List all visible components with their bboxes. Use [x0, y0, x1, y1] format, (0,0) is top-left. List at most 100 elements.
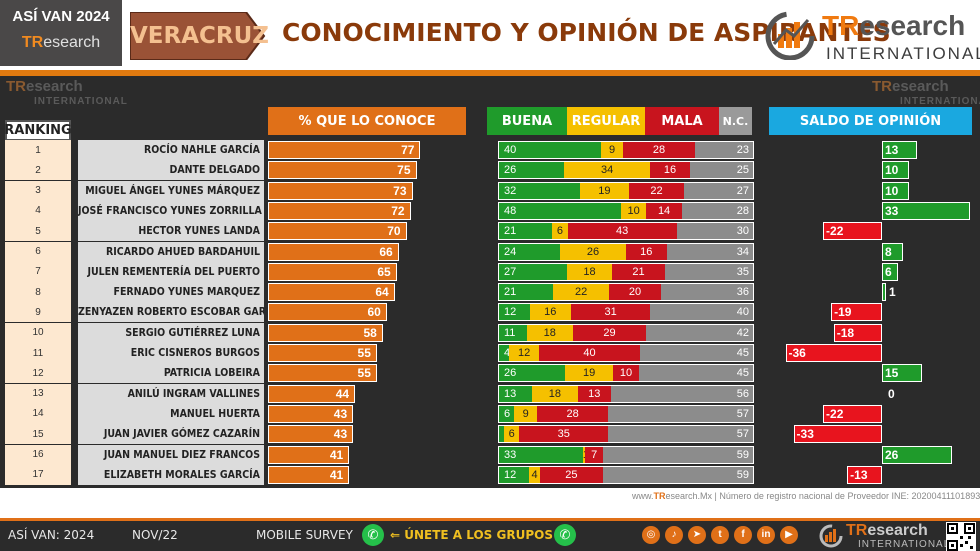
logo-name-tr: TR [822, 10, 860, 41]
opinion-stacked-bar: 24 26 16 34 [498, 242, 754, 261]
opinion-nc-segment-value: 35 [736, 265, 749, 278]
candidate-name: FERNADO YUNES MARQUEZ [78, 282, 264, 303]
table-row: 12 PATRICIA LOBEIRA 55 26 19 10 45 15 [0, 363, 980, 384]
telegram-icon[interactable]: ➤ [688, 526, 706, 544]
watermark-right-tr: TR [872, 78, 892, 95]
know-bar-track: 64 [268, 283, 466, 302]
whatsapp-icon[interactable]: ✆ [362, 524, 384, 546]
tiktok-icon[interactable]: ♪ [665, 526, 683, 544]
opinion-nc-segment: 28 [681, 202, 753, 219]
know-value: 43 [333, 406, 348, 421]
opinion-regular-segment: 1 [582, 446, 586, 463]
know-value: 75 [397, 163, 411, 178]
tresearch-logo: TResearch INTERNATIONAL [764, 6, 980, 66]
table-row: 10 SERGIO GUTIÉRREZ LUNA 58 11 18 29 42 -18 [0, 322, 980, 343]
opinion-good-segment-value: 12 [504, 468, 517, 481]
know-bar-track: 44 [268, 384, 466, 403]
state-tag: VERACRUZ [130, 12, 269, 60]
table-row: 7 JULEN REMENTERÍA DEL PUERTO 65 27 18 21 35 6 [0, 261, 980, 282]
ranking-table: 1 ROCÍO NAHLE GARCÍA 77 40 9 28 23 13 2 DANTE DEL… [0, 76, 980, 488]
opinion-bad-segment-value: 25 [565, 468, 578, 481]
opinion-nc-segment: 35 [664, 263, 753, 280]
opinion-regular-segment-value: 1 [583, 447, 586, 463]
saldo-value: -13 [850, 467, 868, 482]
facebook-icon[interactable]: f [734, 526, 752, 544]
rank-cell: 11 [5, 343, 71, 363]
footer: ASÍ VAN: 2024 NOV/22 MOBILE SURVEY ✆ ⇐ Ú… [0, 518, 980, 551]
edition-badge-brand: TResearch [0, 34, 122, 52]
header-regular: REGULAR [567, 107, 645, 135]
opinion-regular-segment-value: 34 [601, 164, 614, 177]
linkedin-icon[interactable]: in [757, 526, 775, 544]
opinion-good-segment: 32 [499, 182, 581, 199]
candidate-name: DANTE DELGADO [78, 160, 264, 181]
opinion-bad-segment-value: 31 [604, 306, 617, 319]
candidate-name: HECTOR YUNES LANDA [78, 221, 264, 242]
opinion-bad-segment-value: 7 [591, 448, 598, 461]
watermark-right: TResearch [872, 78, 949, 95]
rank-cell: 16 [5, 444, 71, 465]
footer-survey-type: MOBILE SURVEY [256, 528, 353, 542]
candidate-name: ERIC CISNEROS BURGOS [78, 343, 264, 363]
logo-name-rest: esearch [859, 10, 966, 41]
watermark-left-rest: esearch [26, 78, 83, 95]
saldo-value: 0 [888, 386, 895, 401]
opinion-regular-segment: 19 [580, 182, 629, 199]
opinion-regular-segment-value: 6 [556, 225, 563, 238]
candidate-name: JUAN JAVIER GÓMEZ CAZARÍN [78, 424, 264, 445]
candidate-name: JULEN REMENTERÍA DEL PUERTO [78, 261, 264, 282]
know-bar: 58 [268, 323, 383, 342]
candidate-name: SERGIO GUTIÉRREZ LUNA [78, 322, 264, 343]
saldo-negative-bar: -18 [833, 323, 882, 342]
saldo-value: -22 [826, 224, 844, 239]
know-value: 66 [379, 244, 393, 259]
table-row: 8 FERNADO YUNES MARQUEZ 64 21 22 20 36 1 [0, 282, 980, 303]
know-bar-track: 73 [268, 181, 466, 200]
watermark-left-tr: TR [6, 78, 26, 95]
table-row: 13 ANILÚ INGRAM VALLINES 44 13 18 13 56 0 [0, 383, 980, 404]
opinion-bad-segment-value: 28 [652, 144, 666, 156]
opinion-good-segment: 12 [499, 466, 530, 483]
opinion-good-segment: 24 [499, 243, 560, 260]
footer-logo-tr: TR [846, 522, 868, 539]
know-value: 73 [393, 183, 407, 198]
saldo-negative-bar: -36 [785, 344, 882, 362]
opinion-regular-segment-value: 18 [543, 326, 556, 339]
opinion-good-segment: 48 [499, 202, 621, 219]
opinion-good-segment-value: 21 [504, 225, 517, 238]
opinion-nc-segment-value: 57 [736, 428, 749, 441]
know-bar: 43 [268, 425, 354, 444]
opinion-good-segment-value: 26 [504, 367, 517, 380]
opinion-regular-segment-value: 18 [583, 265, 596, 278]
whatsapp-icon[interactable]: ✆ [554, 524, 576, 546]
youtube-icon[interactable]: ▶ [780, 526, 798, 544]
table-row: 4 JOSÉ FRANCISCO YUNES ZORRILLA 72 48 10 14 28… [0, 200, 980, 221]
qr-code[interactable] [946, 522, 976, 551]
saldo-positive-bar: 15 [882, 364, 923, 383]
saldo-value: 8 [885, 244, 892, 259]
opinion-nc-segment: 23 [694, 142, 753, 158]
footer-date: NOV/22 [132, 528, 178, 542]
rank-cell: 14 [5, 403, 71, 424]
join-groups-link[interactable]: ⇐ ÚNETE A LOS GRUPOS ⇒ [390, 528, 568, 542]
header-know: % QUE LO CONOCE [268, 107, 466, 135]
opinion-good-segment: 21 [499, 223, 553, 240]
know-bar-track: 75 [268, 161, 466, 180]
twitter-icon[interactable]: t [711, 526, 729, 544]
opinion-good-segment: 33 [499, 446, 583, 463]
opinion-nc-segment-value: 45 [736, 347, 749, 359]
know-value: 41 [329, 467, 344, 482]
opinion-stacked-bar: 40 9 28 23 [498, 141, 754, 159]
rank-cell: 10 [5, 322, 71, 343]
opinion-good-segment-value: 48 [504, 204, 517, 217]
source-prefix: www. [632, 491, 654, 501]
opinion-nc-segment-value: 30 [736, 225, 749, 238]
saldo-positive-bar: 1 [882, 283, 896, 302]
opinion-regular-segment: 6 [504, 426, 520, 443]
instagram-icon[interactable]: ◎ [642, 526, 660, 544]
opinion-regular-segment-value: 6 [508, 428, 515, 441]
rank-cell: 9 [5, 302, 71, 323]
opinion-nc-segment-value: 59 [736, 468, 749, 481]
opinion-good-segment-value: 11 [504, 326, 516, 339]
know-value: 58 [363, 325, 377, 340]
